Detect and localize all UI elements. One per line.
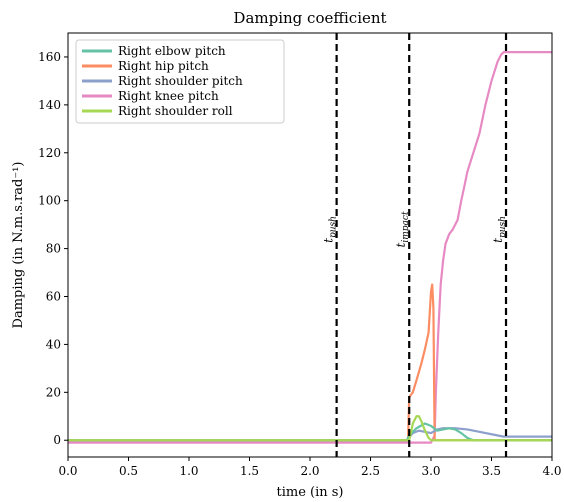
y-tick-label: 80 [46,242,61,256]
x-tick-label: 0.0 [58,464,77,478]
x-tick-label: 3.0 [421,464,440,478]
y-tick-label: 100 [38,194,61,208]
x-tick-label: 1.5 [240,464,259,478]
event-label-base: t [394,242,408,247]
legend-box [75,39,285,124]
legend-entry: Right shoulder pitch [118,74,243,88]
x-tick-label: 4.0 [542,464,561,478]
y-tick-label: 120 [38,146,61,160]
y-tick-label: 40 [46,337,61,351]
y-axis-label: Damping (in N.m.s.rad⁻¹) [11,162,26,329]
legend-entry: Right hip pitch [118,59,209,73]
event-label-subscript: push [329,216,339,238]
x-tick-label: 1.0 [179,464,198,478]
x-axis: 0.0 0.5 1.0 1.5 2.0 2.5 3.0 3.5 4.0 [58,457,562,478]
event-label-subscript: impact [401,211,411,243]
event-label-base: t [322,238,336,243]
y-tick-label: 60 [46,290,61,304]
event-label-1: tpush [322,216,339,243]
x-tick-label: 2.0 [300,464,319,478]
series-line-right-shoulder-roll [68,415,552,442]
event-label-2: timpact [394,211,411,247]
legend-entry: Right elbow pitch [118,44,226,58]
y-tick-label: 160 [38,50,61,64]
y-tick-label: 0 [53,433,61,447]
event-label-subscript: push [498,216,508,238]
y-tick-label: 140 [38,98,61,112]
chart-title: Damping coefficient [233,9,386,27]
x-tick-label: 2.5 [361,464,380,478]
x-tick-label: 0.5 [119,464,138,478]
series-line-right-hip-pitch [68,283,552,442]
series-line-right-shoulder-pitch [68,427,552,442]
legend-entry: Right shoulder roll [118,104,233,118]
y-tick-label: 20 [46,385,61,399]
legend-entry: Right knee pitch [118,89,219,103]
event-label-base: t [491,238,505,243]
series-line-right-knee-pitch [68,51,552,444]
y-axis: 0 20 40 60 80 100 120 140 160 [38,50,68,447]
x-tick-label: 3.5 [482,464,501,478]
x-axis-label: time (in s) [276,485,343,500]
event-label-3: tpush [491,216,508,243]
